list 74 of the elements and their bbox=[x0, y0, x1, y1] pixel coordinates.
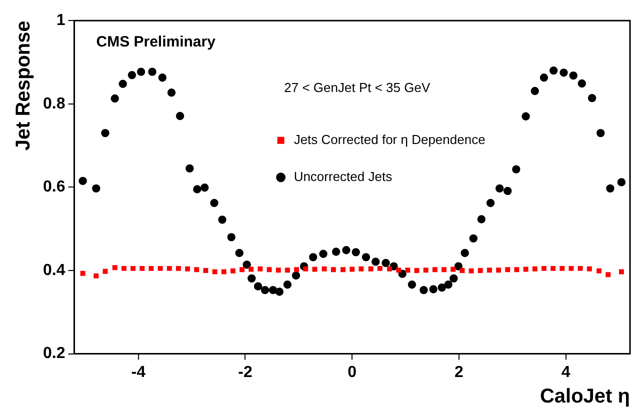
annotation: CMS Preliminary bbox=[96, 34, 216, 51]
point bbox=[450, 266, 456, 272]
point bbox=[194, 267, 200, 272]
point bbox=[158, 266, 163, 271]
point bbox=[496, 268, 502, 273]
point bbox=[212, 269, 218, 274]
y-axis-title: Jet Response bbox=[12, 20, 35, 151]
point bbox=[230, 268, 236, 274]
legend-label: Uncorrected Jets bbox=[294, 168, 393, 184]
point bbox=[112, 265, 118, 270]
point bbox=[350, 266, 355, 272]
y-tick-label: 0.4 bbox=[42, 262, 66, 279]
x-tick-label: 2 bbox=[454, 364, 464, 381]
point bbox=[486, 268, 492, 273]
point bbox=[377, 266, 382, 271]
point bbox=[221, 269, 226, 274]
point bbox=[94, 273, 99, 278]
point bbox=[560, 266, 565, 271]
point bbox=[276, 268, 281, 273]
y-tick-label: 0.6 bbox=[42, 178, 66, 196]
point bbox=[284, 268, 290, 273]
point bbox=[432, 267, 438, 272]
x-tick-label: 0 bbox=[348, 364, 357, 381]
point bbox=[423, 268, 428, 273]
point bbox=[468, 268, 474, 274]
point bbox=[568, 266, 574, 271]
y-tick-label: 1 bbox=[56, 12, 66, 30]
point bbox=[586, 266, 592, 272]
point bbox=[340, 267, 346, 272]
point bbox=[185, 266, 190, 272]
point bbox=[387, 266, 392, 272]
point bbox=[478, 268, 483, 273]
point bbox=[203, 268, 208, 273]
point bbox=[596, 268, 602, 274]
point bbox=[322, 266, 327, 272]
point bbox=[176, 266, 181, 271]
point bbox=[523, 266, 528, 272]
point bbox=[532, 266, 538, 272]
point bbox=[606, 272, 611, 278]
point bbox=[505, 267, 510, 272]
x-tick-label: 4 bbox=[561, 364, 570, 381]
point bbox=[258, 266, 263, 272]
y-tick-label: 0.2 bbox=[42, 345, 66, 362]
point bbox=[578, 266, 583, 271]
point bbox=[266, 267, 272, 272]
point bbox=[121, 266, 126, 271]
point bbox=[396, 268, 402, 273]
point bbox=[166, 266, 172, 271]
point bbox=[294, 267, 300, 272]
legend-label: Jets Corrected for η Dependence bbox=[294, 132, 486, 147]
point bbox=[102, 268, 108, 274]
point bbox=[550, 266, 556, 271]
point bbox=[148, 266, 154, 271]
x-tick-label: -4 bbox=[131, 364, 146, 381]
point bbox=[442, 267, 447, 272]
point bbox=[130, 266, 136, 271]
x-axis-title: CaloJet η bbox=[540, 386, 630, 408]
point bbox=[80, 270, 86, 276]
point bbox=[330, 267, 336, 272]
point bbox=[240, 267, 245, 272]
x-tick-label: -2 bbox=[238, 364, 252, 381]
point bbox=[405, 268, 410, 273]
point bbox=[248, 266, 254, 272]
point bbox=[460, 268, 465, 273]
y-tick-label: 0.8 bbox=[42, 95, 66, 112]
point bbox=[618, 269, 624, 274]
point bbox=[541, 266, 546, 271]
point bbox=[140, 266, 145, 271]
point bbox=[514, 267, 520, 272]
point bbox=[312, 266, 318, 272]
annotation: 27 < GenJet Pt < 35 GeV bbox=[284, 80, 430, 96]
point bbox=[358, 266, 364, 272]
point bbox=[368, 266, 374, 272]
point bbox=[414, 268, 420, 273]
